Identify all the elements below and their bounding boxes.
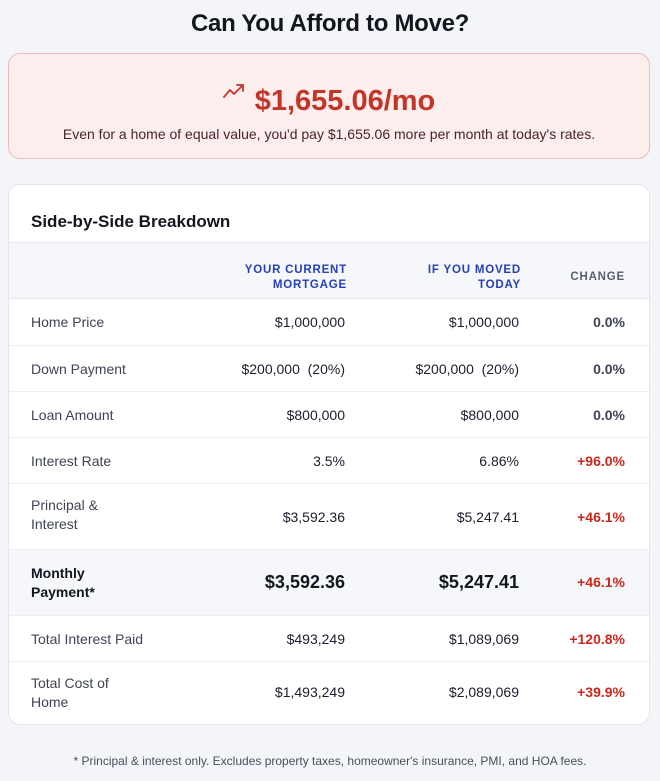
moved-value: $5,247.41 — [456, 509, 519, 525]
change-value: +46.1% — [577, 574, 625, 590]
change-value: 0.0% — [593, 361, 625, 377]
page-title: Can You Afford to Move? — [191, 10, 469, 37]
header-current-mortgage: YOUR CURRENT MORTGAGE — [244, 264, 347, 291]
row-label: Principal & Interest — [31, 497, 98, 532]
alert-amount-row: $1,655.06/mo — [9, 84, 649, 118]
table-row: Down Payment $200,000 (20%) $200,000 (20… — [9, 346, 649, 392]
change-value: 0.0% — [593, 407, 625, 423]
change-value: +46.1% — [577, 509, 625, 525]
row-label: Interest Rate — [31, 453, 112, 469]
row-label: Total Interest Paid — [31, 631, 144, 647]
current-value: $200,000 (20%) — [241, 361, 345, 377]
header-moved-today: IF YOU MOVED TODAY — [427, 264, 521, 291]
moved-value: 6.86% — [479, 453, 519, 469]
table-header: YOUR CURRENT MORTGAGE IF YOU MOVED TODAY… — [9, 242, 649, 299]
table-row: Principal & Interest $3,592.36 $5,247.41… — [9, 484, 649, 550]
change-value: +120.8% — [569, 631, 625, 647]
current-value: $1,493,249 — [274, 684, 345, 700]
row-label: Home Price — [31, 314, 105, 330]
moved-value: $800,000 — [460, 407, 519, 423]
moved-value: $5,247.41 — [438, 572, 519, 592]
change-value: +96.0% — [577, 453, 625, 469]
current-value: $3,592.36 — [282, 509, 345, 525]
alert-message: Even for a home of equal value, you'd pa… — [62, 126, 596, 142]
breakdown-card: Side-by-Side Breakdown YOUR CURRENT MORT… — [8, 184, 650, 725]
table-row: Total Cost of Home $1,493,249 $2,089,069… — [9, 662, 649, 724]
monthly-increase-amount: $1,655.06/mo — [254, 85, 436, 117]
current-value: $3,592.36 — [264, 572, 345, 592]
change-value: +39.9% — [577, 684, 625, 700]
table-row: Loan Amount $800,000 $800,000 0.0% — [9, 392, 649, 438]
moved-value: $2,089,069 — [448, 684, 519, 700]
row-label: Monthly Payment* — [31, 565, 95, 600]
moved-value: $1,000,000 — [448, 314, 519, 330]
table-row: Home Price $1,000,000 $1,000,000 0.0% — [9, 299, 649, 346]
monthly-payment-row: Monthly Payment* $3,592.36 $5,247.41 +46… — [9, 550, 649, 616]
current-value: $493,249 — [286, 631, 345, 647]
payment-increase-alert: $1,655.06/mo Even for a home of equal va… — [8, 53, 650, 159]
moved-value: $1,089,069 — [448, 631, 519, 647]
row-label: Total Cost of Home — [31, 675, 109, 710]
breakdown-title: Side-by-Side Breakdown — [31, 212, 231, 231]
table-row: Interest Rate 3.5% 6.86% +96.0% — [9, 438, 649, 484]
current-value: 3.5% — [313, 453, 345, 469]
current-value: $1,000,000 — [274, 314, 345, 330]
current-value: $800,000 — [286, 407, 345, 423]
row-label: Down Payment — [31, 361, 126, 377]
moved-value: $200,000 (20%) — [415, 361, 519, 377]
trending-up-icon — [222, 84, 244, 98]
table-row: Total Interest Paid $493,249 $1,089,069 … — [9, 616, 649, 662]
change-value: 0.0% — [593, 314, 625, 330]
footnote: * Principal & interest only. Excludes pr… — [73, 754, 587, 768]
header-change: CHANGE — [570, 271, 625, 283]
row-label: Loan Amount — [31, 407, 114, 423]
